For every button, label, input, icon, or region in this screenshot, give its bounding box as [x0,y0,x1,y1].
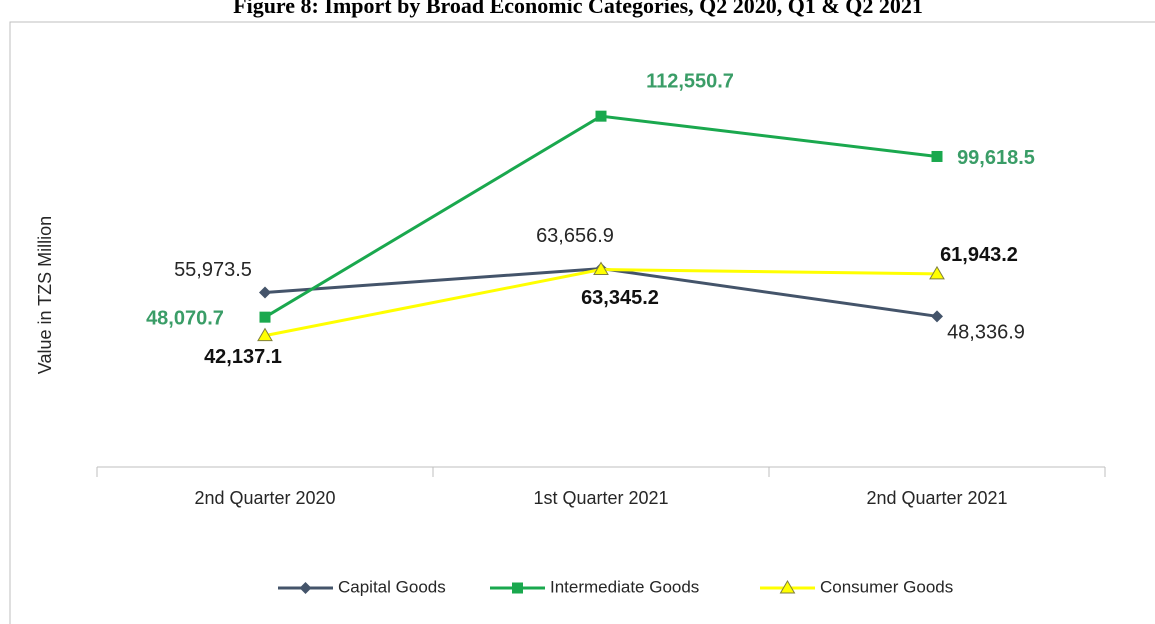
point [931,150,943,162]
data-label: 112,550.7 [646,70,734,92]
data-label: 48,070.7 [146,307,224,329]
x-tick-label: 1st Quarter 2021 [533,488,668,508]
legend-label: Consumer Goods [820,577,953,596]
data-label: 42,137.1 [204,346,282,368]
data-label: 55,973.5 [174,259,252,281]
data-label: 99,618.5 [957,147,1035,169]
point [595,110,607,122]
legend-marker [512,582,523,594]
data-label: 63,345.2 [581,287,659,309]
point [931,310,943,323]
point [593,261,609,276]
x-tick-label: 2nd Quarter 2021 [866,488,1007,508]
point [257,327,273,342]
point [259,286,271,299]
data-label: 61,943.2 [940,244,1018,266]
chart-title: Figure 8: Import by Broad Economic Categ… [233,0,923,18]
x-tick-label: 2nd Quarter 2020 [194,488,335,508]
legend-label: Intermediate Goods [550,577,699,596]
data-label: 63,656.9 [536,225,614,247]
data-label: 48,336.9 [947,322,1025,344]
legend-label: Capital Goods [338,577,446,596]
point [929,265,945,280]
y-axis-label: Value in TZS Million [35,216,55,374]
chart-frame [9,21,1155,624]
legend-marker [779,580,796,594]
legend-marker [299,582,312,594]
point [259,311,271,323]
